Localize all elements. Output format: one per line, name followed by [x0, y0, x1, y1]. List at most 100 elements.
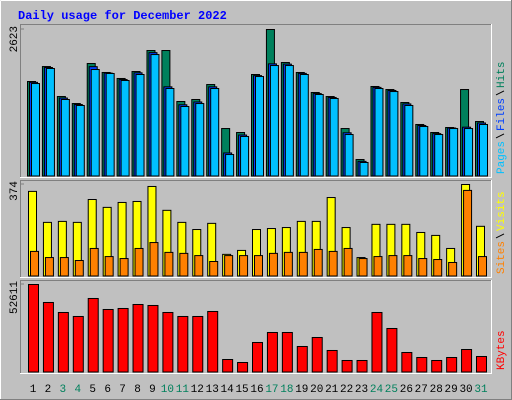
bar [225, 154, 235, 177]
bar [341, 359, 353, 373]
bar [266, 331, 278, 373]
bar [31, 83, 40, 177]
bar [356, 359, 368, 373]
x-tick-label: 13 [206, 384, 219, 396]
x-tick-label: 7 [119, 384, 126, 396]
bar [463, 189, 473, 277]
y-tick-label: 2623 [9, 26, 21, 52]
x-tick-label: 12 [191, 384, 204, 396]
x-tick-label: 26 [400, 384, 413, 396]
x-tick-label: 17 [265, 384, 278, 396]
x-tick-label: 24 [370, 384, 384, 396]
bar [328, 250, 338, 277]
bar [373, 256, 383, 277]
bar [135, 74, 145, 177]
bar [75, 104, 85, 177]
x-tick-label: 28 [430, 384, 443, 396]
x-tick-label: 11 [176, 384, 190, 396]
y-tick-label: 52611 [9, 281, 21, 314]
x-tick-label: 9 [149, 384, 156, 396]
legend-separator [495, 233, 505, 239]
legend-entry: KBytes [496, 330, 508, 370]
x-tick-label: 18 [280, 384, 293, 396]
legend-entry: Visits [496, 191, 508, 231]
bar [386, 327, 398, 373]
bar [119, 258, 129, 277]
bar [149, 242, 159, 277]
bar [195, 103, 205, 177]
bar [449, 128, 459, 177]
x-tick-label: 4 [74, 384, 81, 396]
legend-separator [495, 133, 505, 139]
bar [252, 341, 263, 373]
bar [209, 260, 219, 277]
legend-entry: Files [496, 98, 508, 131]
bar [434, 134, 444, 177]
bar [268, 252, 278, 277]
bar [59, 257, 69, 277]
bar [179, 252, 189, 277]
bar [147, 304, 159, 373]
bar [254, 255, 263, 277]
bar [269, 65, 279, 177]
x-tick-label: 30 [459, 384, 472, 396]
bar [326, 349, 338, 373]
x-tick-label: 16 [250, 384, 263, 396]
bar [431, 359, 443, 373]
bar [313, 248, 323, 277]
bar [164, 251, 174, 277]
bar [194, 255, 204, 277]
bar [404, 104, 414, 177]
bar [210, 88, 220, 177]
bar [359, 161, 369, 177]
bar [371, 311, 383, 373]
bar [132, 303, 144, 373]
x-tick-label: 15 [235, 384, 248, 396]
bar [87, 297, 99, 373]
x-tick-label: 1 [30, 384, 37, 396]
bar [389, 91, 399, 177]
bar [281, 331, 293, 373]
bar [72, 315, 84, 373]
bar [298, 251, 308, 277]
bar [418, 258, 428, 277]
x-tick-label: 10 [161, 384, 174, 396]
bar [433, 259, 443, 277]
bar [314, 94, 324, 177]
bar [239, 255, 249, 277]
bar [446, 356, 458, 373]
bar [358, 258, 368, 277]
bar [89, 247, 99, 277]
bar [180, 106, 190, 177]
bar [299, 74, 309, 177]
x-tick-label: 22 [340, 384, 353, 396]
x-tick-label: 5 [89, 384, 96, 396]
bar [478, 256, 487, 277]
x-tick-label: 23 [355, 384, 368, 396]
bar [374, 88, 384, 177]
bar [255, 76, 264, 177]
bar [42, 301, 54, 373]
x-tick-label: 20 [310, 384, 323, 396]
bar [162, 311, 174, 373]
x-tick-label: 29 [445, 384, 458, 396]
x-tick-label: 8 [134, 384, 141, 396]
legend-separator [495, 90, 505, 96]
bar [30, 250, 39, 277]
bar [44, 257, 54, 277]
bar [284, 65, 294, 177]
bar [311, 336, 323, 373]
bar [240, 135, 250, 177]
legend-entry: Pages [496, 141, 508, 174]
bar [165, 88, 175, 177]
bar [74, 260, 84, 277]
bar [329, 97, 339, 177]
bar [343, 247, 353, 277]
bar [28, 284, 39, 373]
bar [104, 256, 114, 277]
bar [45, 68, 55, 177]
bar [479, 123, 488, 177]
bar [419, 126, 429, 177]
